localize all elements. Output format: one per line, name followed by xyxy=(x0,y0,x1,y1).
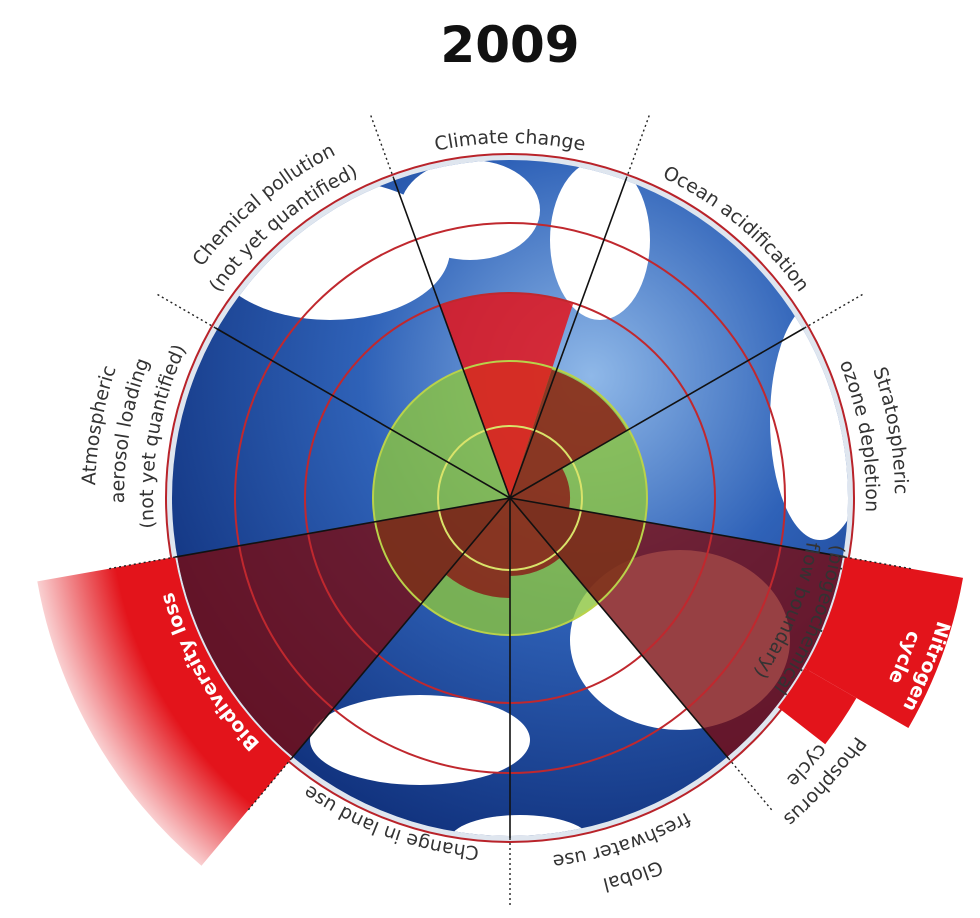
overshoot-extension xyxy=(37,557,292,866)
label-text: cycle xyxy=(782,740,832,792)
divider-dotted xyxy=(369,112,395,179)
continent xyxy=(310,695,530,785)
boundary-wedge xyxy=(445,498,510,598)
continent xyxy=(550,160,650,320)
divider-dotted xyxy=(804,292,866,329)
divider xyxy=(509,327,805,499)
divider xyxy=(509,497,845,558)
divider xyxy=(509,497,730,759)
boundary-wedge xyxy=(510,498,561,576)
divider xyxy=(215,327,511,499)
boundary-label: cycle xyxy=(782,740,832,792)
boundary-wedge xyxy=(177,498,510,757)
divider-dotted xyxy=(154,292,216,329)
divider xyxy=(392,178,511,499)
overshoot-extension xyxy=(777,668,857,745)
continent xyxy=(450,815,590,836)
boundary-wedge xyxy=(510,369,627,498)
divider xyxy=(175,497,511,558)
divider-dotted xyxy=(728,758,775,813)
boundary-label: Climate change xyxy=(433,126,588,156)
boundary-wedge xyxy=(510,468,571,509)
label-text: Climate change xyxy=(433,126,588,156)
boundary-wedge xyxy=(510,498,843,757)
continent xyxy=(400,160,540,260)
boundary-wedge xyxy=(439,293,574,498)
divider-dotted xyxy=(106,556,176,570)
divider-dotted xyxy=(625,112,651,179)
divider-dotted xyxy=(844,556,914,570)
label-text: Global xyxy=(601,856,666,896)
overshoot-extension xyxy=(804,557,964,728)
divider xyxy=(290,497,511,759)
boundary-label: Global xyxy=(601,856,666,896)
divider xyxy=(509,178,628,499)
divider-dotted xyxy=(245,758,292,813)
title: 2009 xyxy=(440,16,579,74)
